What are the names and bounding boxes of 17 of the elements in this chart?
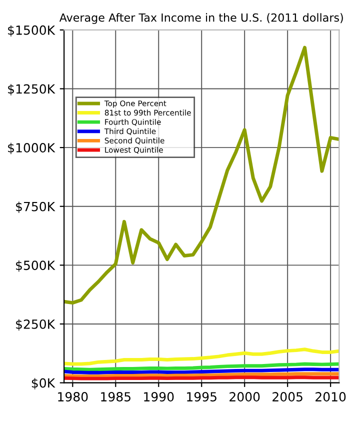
line-series bbox=[64, 348, 340, 366]
x-tick-label: 2010 bbox=[316, 392, 346, 402]
y-tick-label: $250K bbox=[16, 319, 56, 331]
x-tick-label: 1990 bbox=[144, 392, 174, 402]
x-tick-label: 1995 bbox=[187, 392, 216, 402]
y-tick-label: $0K bbox=[32, 378, 56, 390]
y-tick-label: $1500K bbox=[8, 25, 56, 37]
y-tick-label: $500K bbox=[16, 260, 56, 272]
x-tick-label: 2000 bbox=[230, 392, 260, 402]
y-tick-label: $750K bbox=[16, 202, 56, 213]
y-tick-label: $1250K bbox=[8, 84, 56, 96]
x-tick-label: 1980 bbox=[58, 392, 88, 402]
x-tick-label: 1985 bbox=[101, 392, 130, 402]
line-series bbox=[64, 46, 340, 305]
y-tick-label: $1000K bbox=[8, 142, 56, 154]
x-tick-label: 2005 bbox=[272, 392, 302, 402]
chart-title: Average After Tax Income in the U.S. (2011 dollars) bbox=[59, 13, 343, 24]
